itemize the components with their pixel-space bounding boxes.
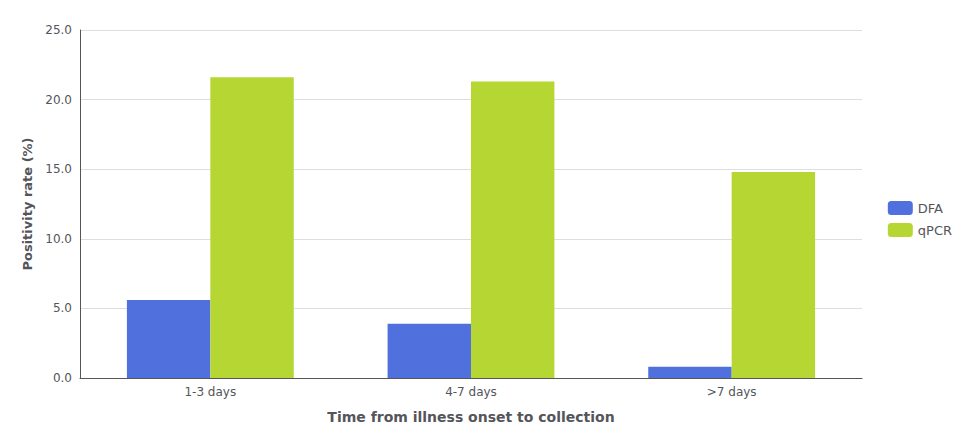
svg-text:qPCR: qPCR (918, 223, 952, 238)
svg-text:10.0: 10.0 (45, 232, 72, 246)
svg-text:5.0: 5.0 (53, 301, 72, 315)
svg-text:Time from illness onset to col: Time from illness onset to collection (327, 409, 614, 425)
svg-text:>7 days: >7 days (707, 385, 757, 399)
svg-text:25.0: 25.0 (45, 23, 72, 37)
svg-text:4-7 days: 4-7 days (445, 385, 497, 399)
svg-text:1-3 days: 1-3 days (184, 385, 236, 399)
svg-text:DFA: DFA (918, 201, 943, 216)
svg-text:0.0: 0.0 (53, 371, 72, 385)
svg-text:20.0: 20.0 (45, 93, 72, 107)
svg-text:15.0: 15.0 (45, 162, 72, 176)
svg-text:Positivity rate (%): Positivity rate (%) (20, 137, 35, 270)
